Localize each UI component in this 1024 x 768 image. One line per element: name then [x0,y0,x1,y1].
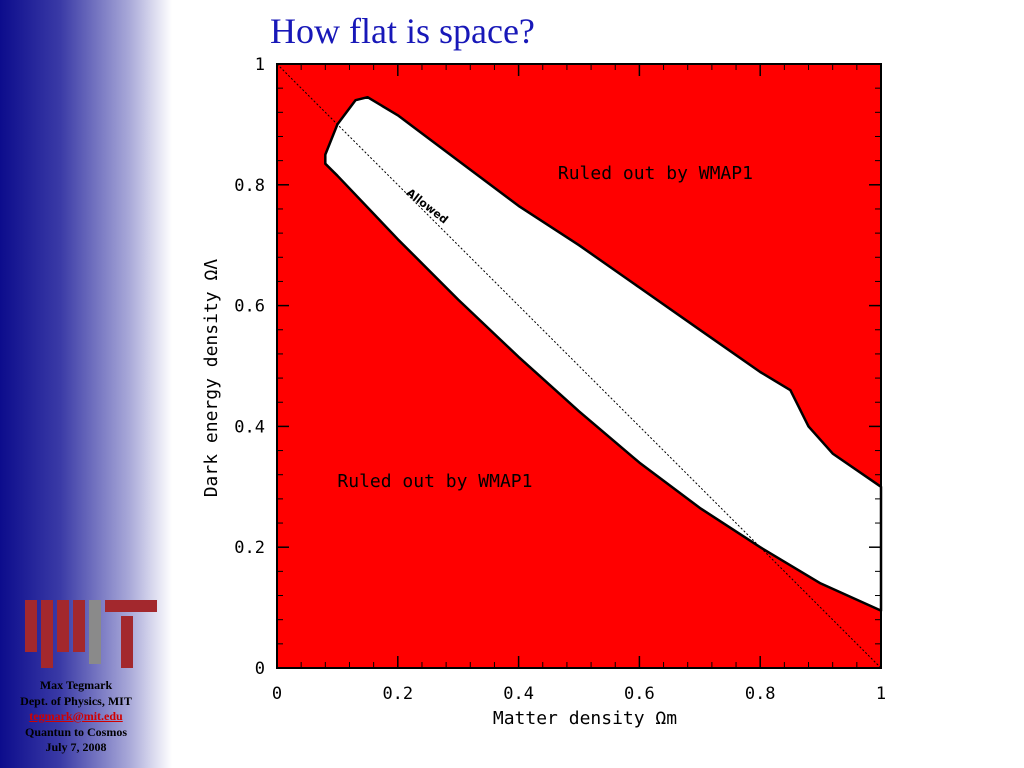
talk-title: Quantun to Cosmos [24,724,128,739]
x-tick-label: 0.4 [503,684,534,704]
plot-frame [276,63,882,669]
presenter-credits: Max Tegmark Dept. of Physics, MIT tegmar… [0,678,152,756]
x-axis-label: Matter density Ωm [493,708,677,728]
y-tick-label: 0.4 [234,417,265,437]
x-tick-label: 0 [272,684,282,704]
y-axis-label: Dark energy density ΩΛ [201,259,222,498]
y-tick-label: 0 [255,659,265,679]
y-tick-label: 0.2 [234,538,265,558]
x-tick-label: 0.6 [624,684,655,704]
x-tick-label: 1 [876,684,886,704]
allowed-region [324,95,883,612]
talk-date: July 7, 2008 [45,740,107,754]
sidebar: Max Tegmark Dept. of Physics, MIT tegmar… [0,0,172,768]
x-tick-label: 0.8 [745,684,776,704]
slide-title: How flat is space? [270,11,535,51]
author-name: Max Tegmark [39,678,113,692]
email-link[interactable]: tegmark@mit.edu [29,709,123,723]
y-tick-label: 0.6 [234,297,265,317]
ruled-out-label-lower: Ruled out by WMAP1 [337,471,532,492]
y-tick-label: 1 [255,55,265,75]
affiliation: Dept. of Physics, MIT [20,693,132,708]
x-tick-label: 0.2 [382,684,413,704]
chart: 0 0.2 0.4 0.6 0.8 1 0 0.2 0.4 0.6 0.8 1 Matter densi… [201,55,886,728]
mit-logo-icon [25,600,157,668]
y-tick-label: 0.8 [234,176,265,196]
ruled-out-label-upper: Ruled out by WMAP1 [558,163,753,184]
